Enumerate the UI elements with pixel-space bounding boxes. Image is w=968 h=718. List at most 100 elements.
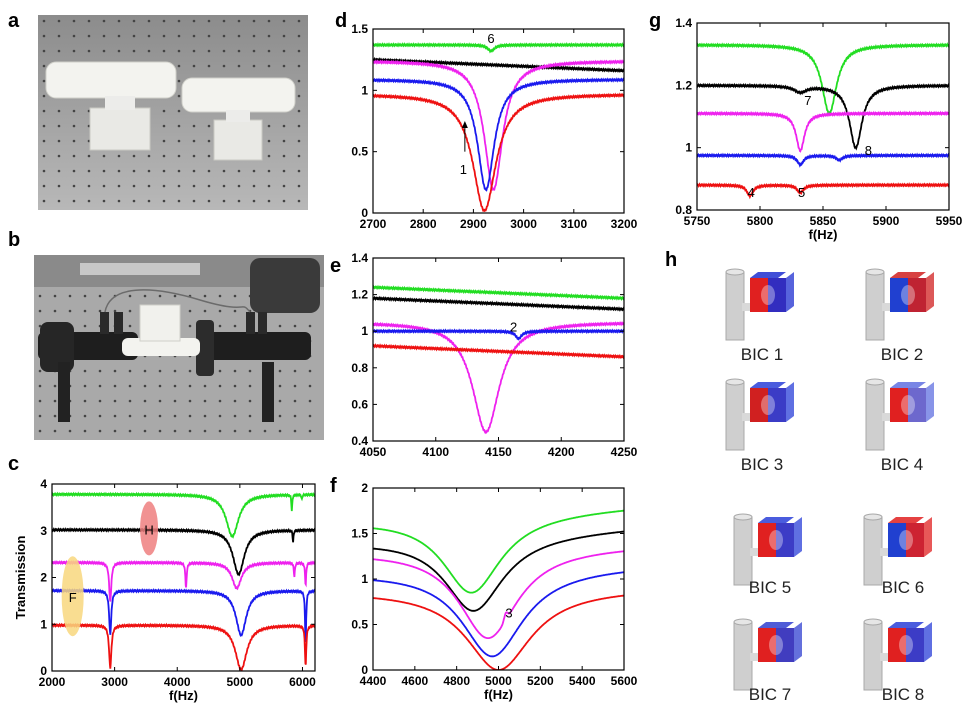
annotation-2: 2 (510, 320, 517, 335)
y-tick-label: 4 (40, 477, 47, 491)
series-line-5 (373, 343, 624, 360)
annotation-4: 4 (748, 185, 755, 200)
bic-mode-2: BIC 2 (865, 268, 934, 364)
y-tick-label: 3 (40, 524, 47, 538)
x-tick-label: 2000 (39, 675, 66, 689)
x-tick-label: 4800 (443, 674, 470, 688)
x-tick-label: 4050 (360, 445, 387, 459)
x-tick-label: 5000 (485, 674, 512, 688)
bic-label-1: BIC 1 (741, 345, 784, 364)
series-line-1 (373, 284, 624, 301)
x-tick-label: 5200 (527, 674, 554, 688)
x-tick-label: 4600 (401, 674, 428, 688)
x-tick-label: 3200 (611, 217, 638, 231)
x-tick-label: 4250 (611, 445, 638, 459)
bic-mode-5: BIC 5 (733, 513, 802, 597)
bic-mode-7: BIC 7 (733, 618, 802, 704)
marker-label-F: F (69, 590, 77, 605)
series-line-2 (373, 56, 624, 74)
block-right (213, 119, 263, 161)
panel-letter-h: h (665, 249, 677, 271)
x-tick-label: 3000 (510, 217, 537, 231)
chart-d: 2700 2800 2900 3000 3100 3200 0 0.5 1 1.5 6 1 (351, 22, 637, 231)
y-tick-label: 1 (40, 617, 47, 631)
bic-label-7: BIC 7 (749, 685, 792, 704)
bic-mode-3: BIC 3 (725, 378, 794, 474)
x-tick-label: 5750 (684, 214, 711, 228)
axes-frame (372, 257, 625, 442)
x-tick-label: 3100 (560, 217, 587, 231)
y-tick-label: 1.2 (351, 288, 368, 302)
panel-letter-f: f (330, 475, 337, 497)
annotation-1: 1 (460, 162, 467, 177)
bic-label-5: BIC 5 (749, 578, 792, 597)
series-line-4 (697, 152, 949, 168)
bic-label-8: BIC 8 (882, 685, 925, 704)
y-tick-label: 0 (361, 663, 368, 677)
marker-label-H: H (144, 522, 153, 537)
y-tick-label: 1 (685, 141, 692, 155)
series-line-3 (373, 550, 624, 639)
y-axis-label: Transmission (13, 536, 28, 620)
series-line-2 (52, 527, 315, 577)
panel-letter-e: e (330, 255, 341, 277)
annotation-3: 3 (505, 606, 512, 621)
arrow-head (461, 121, 468, 128)
x-tick-label: 2800 (410, 217, 437, 231)
series-line-5 (697, 182, 949, 200)
photo-b (34, 255, 324, 440)
panel-letter-b: b (8, 229, 20, 251)
x-tick-label: 4100 (422, 445, 449, 459)
x-tick-label: 6000 (289, 675, 316, 689)
cylinder-right (181, 77, 296, 113)
x-tick-label: 2900 (460, 217, 487, 231)
series-group (697, 42, 949, 200)
annotation-8: 8 (865, 143, 872, 158)
bic-mode-1: BIC 1 (725, 268, 794, 364)
x-tick-label: 4150 (485, 445, 512, 459)
x-axis-label: f(Hz) (484, 687, 513, 702)
y-tick-label: 0.8 (675, 203, 692, 217)
series-line-3 (697, 110, 949, 153)
x-tick-label: 5000 (227, 675, 254, 689)
y-tick-label: 1.5 (351, 22, 368, 36)
cylinder-left (45, 61, 177, 99)
y-tick-label: 0 (40, 664, 47, 678)
x-tick-label: 5900 (873, 214, 900, 228)
series-line-3 (373, 320, 624, 435)
series-line-2 (697, 82, 949, 151)
series-group (52, 491, 315, 671)
y-tick-label: 2 (361, 481, 368, 495)
series-line-2 (373, 530, 624, 612)
x-axis-label: f(Hz) (809, 227, 838, 242)
y-tick-label: 0 (361, 206, 368, 220)
y-tick-label: 1.2 (675, 78, 692, 92)
series-line-1 (373, 509, 624, 594)
x-tick-label: 5800 (747, 214, 774, 228)
series-line-3 (373, 59, 624, 191)
sample-block (139, 304, 181, 342)
annotation-7: 7 (804, 93, 811, 108)
y-tick-label: 0.8 (351, 361, 368, 375)
y-tick-label: 0.5 (351, 145, 368, 159)
marker-F (61, 556, 84, 637)
x-tick-label: 5850 (810, 214, 837, 228)
y-tick-label: 0.5 (351, 618, 368, 632)
x-tick-label: 4200 (548, 445, 575, 459)
series-line-5 (52, 622, 315, 671)
panel-letter-g: g (649, 10, 661, 32)
rail (80, 263, 200, 275)
series-line-5 (373, 594, 624, 670)
y-tick-label: 1 (361, 83, 368, 97)
series-line-4 (373, 571, 624, 658)
panel-letter-d: d (335, 10, 347, 32)
panel-letter-a: a (8, 10, 20, 32)
marker-H (140, 501, 159, 556)
x-tick-label: 2700 (360, 217, 387, 231)
sample-cylinder (122, 338, 200, 356)
y-tick-label: 1 (361, 572, 368, 586)
panel-letter-c: c (8, 453, 19, 475)
y-tick-label: 1 (361, 324, 368, 338)
y-tick-label: 1.4 (675, 16, 692, 30)
